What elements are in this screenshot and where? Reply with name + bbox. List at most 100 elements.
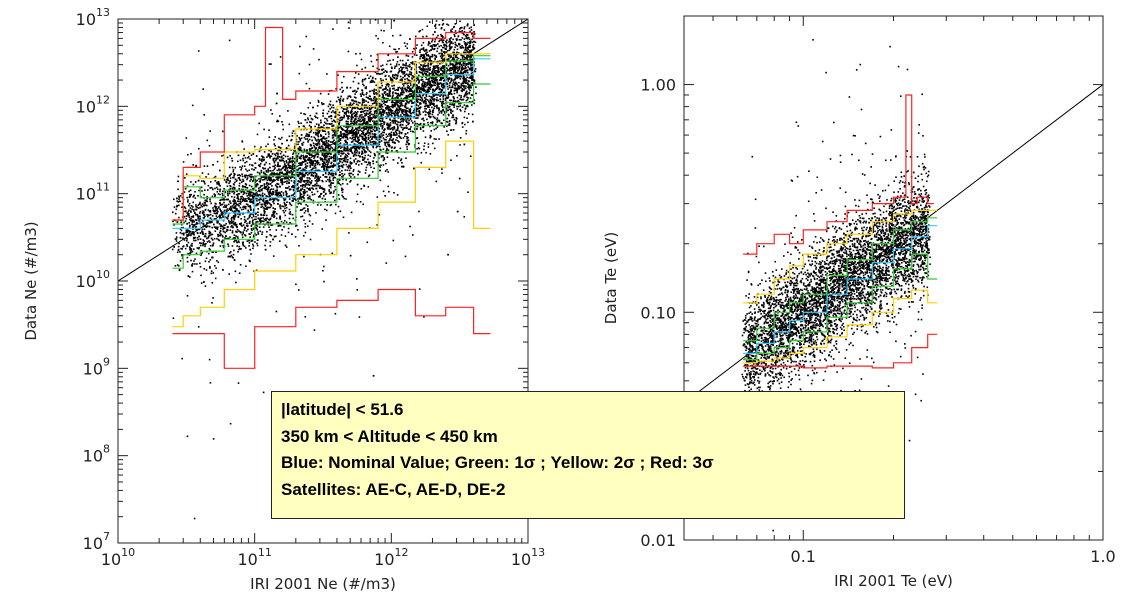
data-point bbox=[409, 130, 412, 133]
data-point bbox=[447, 88, 449, 90]
data-point bbox=[369, 81, 372, 84]
data-point bbox=[380, 79, 383, 82]
data-point bbox=[250, 154, 253, 156]
data-point bbox=[385, 112, 388, 114]
data-point bbox=[309, 172, 312, 174]
data-point bbox=[465, 47, 467, 50]
data-point bbox=[299, 171, 302, 174]
data-point bbox=[277, 146, 280, 148]
data-point bbox=[413, 47, 415, 50]
data-point bbox=[416, 88, 419, 90]
data-point bbox=[268, 199, 271, 201]
data-point bbox=[289, 211, 292, 213]
data-point bbox=[272, 188, 275, 190]
data-point bbox=[383, 123, 385, 125]
data-point bbox=[464, 44, 467, 46]
data-point bbox=[204, 224, 207, 227]
data-point bbox=[442, 46, 444, 49]
data-point bbox=[282, 209, 284, 212]
data-point bbox=[435, 20, 438, 22]
data-point bbox=[438, 108, 440, 110]
data-point bbox=[267, 177, 270, 180]
data-point bbox=[389, 145, 391, 147]
data-point bbox=[249, 158, 251, 160]
data-point bbox=[261, 158, 263, 160]
data-point bbox=[437, 99, 440, 102]
data-point bbox=[406, 141, 408, 143]
data-point bbox=[425, 73, 427, 75]
data-point bbox=[361, 108, 364, 111]
data-point bbox=[195, 164, 197, 167]
data-point bbox=[274, 153, 276, 155]
data-point bbox=[306, 177, 309, 179]
data-point bbox=[398, 106, 401, 109]
data-point bbox=[313, 146, 316, 148]
data-point bbox=[376, 110, 379, 113]
data-point bbox=[469, 44, 472, 47]
data-point bbox=[337, 146, 339, 149]
data-point bbox=[308, 153, 311, 156]
data-point bbox=[240, 208, 243, 211]
data-point bbox=[333, 134, 336, 136]
data-point bbox=[252, 164, 254, 167]
data-point bbox=[330, 162, 332, 165]
data-point bbox=[209, 259, 212, 261]
data-point bbox=[323, 280, 325, 283]
data-point bbox=[463, 41, 466, 43]
data-point bbox=[362, 78, 364, 81]
data-point bbox=[270, 204, 273, 207]
data-point bbox=[316, 180, 318, 183]
data-point bbox=[384, 144, 386, 146]
data-point bbox=[209, 211, 212, 213]
data-point bbox=[361, 104, 363, 107]
data-point bbox=[246, 177, 249, 179]
data-point bbox=[367, 101, 369, 104]
data-point bbox=[452, 96, 455, 99]
data-point bbox=[434, 78, 437, 81]
data-point bbox=[424, 110, 426, 112]
data-point bbox=[383, 91, 386, 93]
data-point bbox=[332, 110, 334, 112]
data-point bbox=[228, 192, 231, 195]
data-point bbox=[312, 167, 314, 170]
data-point bbox=[368, 161, 370, 163]
data-point bbox=[406, 127, 408, 129]
data-point bbox=[427, 83, 429, 85]
data-point bbox=[311, 187, 313, 189]
data-point bbox=[443, 110, 446, 113]
data-point bbox=[394, 65, 396, 68]
data-point bbox=[178, 269, 181, 272]
data-point bbox=[415, 108, 417, 111]
data-point bbox=[397, 92, 399, 95]
data-point bbox=[363, 134, 365, 136]
data-point bbox=[188, 209, 190, 211]
data-point bbox=[429, 88, 432, 90]
data-point bbox=[321, 163, 324, 165]
data-point bbox=[208, 252, 210, 255]
data-point bbox=[367, 134, 370, 137]
data-point bbox=[192, 206, 194, 208]
data-point bbox=[308, 87, 311, 90]
data-point bbox=[458, 86, 460, 89]
data-point bbox=[255, 195, 257, 197]
data-point bbox=[294, 157, 296, 160]
data-point bbox=[287, 231, 290, 234]
data-point bbox=[408, 90, 411, 92]
data-point bbox=[212, 297, 214, 299]
data-point bbox=[458, 103, 460, 105]
data-point bbox=[350, 179, 352, 182]
data-point bbox=[387, 111, 390, 114]
data-point bbox=[444, 48, 447, 50]
data-point bbox=[413, 111, 415, 114]
data-point bbox=[362, 111, 365, 113]
data-point bbox=[276, 189, 278, 191]
data-point bbox=[318, 177, 320, 180]
data-point bbox=[354, 140, 357, 142]
data-point bbox=[175, 240, 178, 242]
data-point bbox=[400, 159, 402, 162]
data-point bbox=[277, 175, 280, 178]
data-point bbox=[172, 220, 174, 223]
data-point bbox=[441, 39, 443, 41]
data-point bbox=[311, 223, 314, 225]
data-point bbox=[443, 102, 445, 105]
